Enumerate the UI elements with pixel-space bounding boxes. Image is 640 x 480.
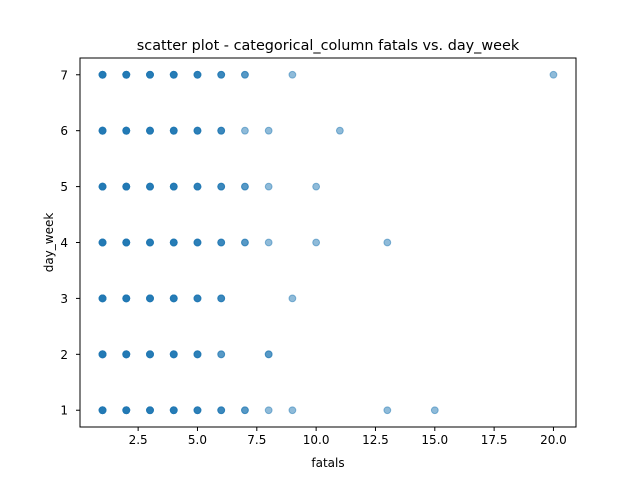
scatter-point <box>241 238 249 247</box>
scatter-point <box>193 294 202 303</box>
scatter-point <box>312 182 321 191</box>
scatter-point <box>288 294 297 303</box>
scatter-point <box>217 126 226 135</box>
y-axis: 1 2 3 4 5 6 7 <box>60 68 80 418</box>
scatter-point <box>98 294 107 303</box>
scatter-point <box>264 238 273 247</box>
y-tick-label: 5 <box>60 180 68 194</box>
scatter-point <box>169 182 178 191</box>
scatter-point <box>98 182 107 191</box>
scatter-point <box>193 126 202 135</box>
x-axis: 2.5 5.0 7.5 10.0 12.5 15.0 17.5 20.0 <box>129 427 567 447</box>
scatter-point <box>217 70 226 79</box>
scatter-point <box>217 406 226 415</box>
scatter-point <box>241 182 249 191</box>
scatter-point <box>98 70 107 79</box>
scatter-point <box>169 70 178 79</box>
scatter-point <box>383 406 392 415</box>
scatter-point <box>122 294 131 303</box>
x-tick-label: 20.0 <box>540 433 567 447</box>
scatter-point <box>193 350 202 359</box>
y-tick-label: 6 <box>60 124 68 138</box>
scatter-point <box>122 350 131 359</box>
scatter-point <box>430 406 439 415</box>
scatter-point <box>169 126 178 135</box>
x-tick-label: 7.5 <box>247 433 266 447</box>
scatter-point <box>169 238 178 247</box>
points-layer <box>98 70 558 415</box>
chart-title: scatter plot - categorical_column fatals… <box>137 38 520 54</box>
scatter-point <box>549 70 558 79</box>
y-tick-label: 7 <box>60 68 68 82</box>
scatter-point <box>241 126 249 135</box>
x-axis-label: fatals <box>311 456 344 470</box>
x-tick-label: 17.5 <box>481 433 508 447</box>
y-tick-label: 3 <box>60 292 68 306</box>
scatter-point <box>241 406 249 415</box>
scatter-point <box>264 182 273 191</box>
scatter-point <box>146 238 154 247</box>
scatter-point <box>264 350 273 359</box>
scatter-point <box>312 238 321 247</box>
x-tick-label: 15.0 <box>421 433 448 447</box>
scatter-point <box>264 406 273 415</box>
scatter-point <box>146 350 154 359</box>
scatter-point <box>169 406 178 415</box>
scatter-point <box>98 238 107 247</box>
scatter-point <box>122 126 131 135</box>
scatter-point <box>217 350 226 359</box>
x-tick-label: 2.5 <box>129 433 148 447</box>
scatter-point <box>98 126 107 135</box>
scatter-point <box>193 182 202 191</box>
scatter-point <box>122 182 131 191</box>
x-tick-label: 5.0 <box>188 433 207 447</box>
scatter-point <box>122 238 131 247</box>
scatter-point <box>193 70 202 79</box>
scatter-point <box>383 238 392 247</box>
y-axis-label: day_week <box>42 213 56 273</box>
scatter-point <box>193 238 202 247</box>
y-tick-label: 2 <box>60 348 68 362</box>
scatter-point <box>146 182 154 191</box>
scatter-point <box>169 294 178 303</box>
y-tick-label: 4 <box>60 236 68 250</box>
scatter-point <box>122 70 131 79</box>
scatter-point <box>146 294 154 303</box>
scatter-point <box>217 238 226 247</box>
scatter-point <box>288 406 297 415</box>
y-tick-label: 1 <box>60 404 68 418</box>
scatter-point <box>98 350 107 359</box>
scatter-point <box>288 70 297 79</box>
x-tick-label: 12.5 <box>362 433 389 447</box>
scatter-point <box>217 182 226 191</box>
scatter-point <box>146 406 154 415</box>
scatter-point <box>264 126 273 135</box>
scatter-point <box>122 406 131 415</box>
x-tick-label: 10.0 <box>303 433 330 447</box>
scatter-point <box>193 406 202 415</box>
scatter-point <box>169 350 178 359</box>
scatter-point <box>146 70 154 79</box>
scatter-point <box>241 70 249 79</box>
scatter-point <box>217 294 226 303</box>
scatter-point <box>98 406 107 415</box>
scatter-point <box>335 126 344 135</box>
scatter-point <box>146 126 154 135</box>
